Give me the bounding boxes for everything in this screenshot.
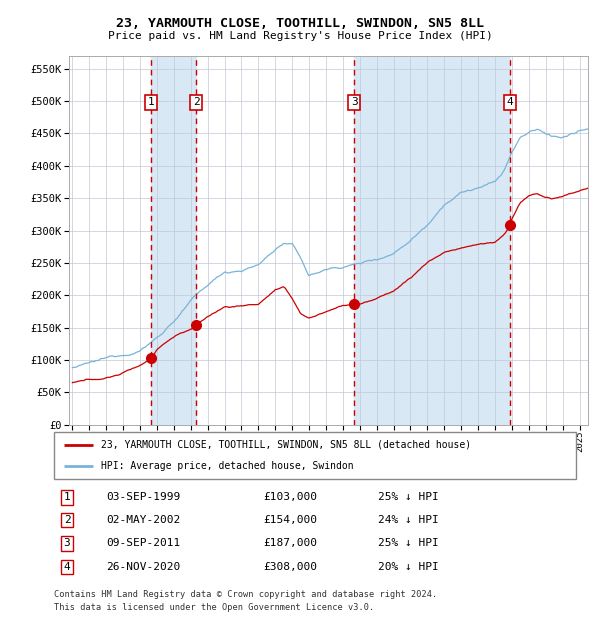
Text: 25% ↓ HPI: 25% ↓ HPI (377, 538, 439, 549)
Text: 4: 4 (64, 562, 70, 572)
Text: £154,000: £154,000 (263, 515, 317, 525)
Text: 23, YARMOUTH CLOSE, TOOTHILL, SWINDON, SN5 8LL (detached house): 23, YARMOUTH CLOSE, TOOTHILL, SWINDON, S… (101, 440, 471, 450)
Text: 26-NOV-2020: 26-NOV-2020 (106, 562, 181, 572)
Bar (151, 56, 196, 425)
Text: Price paid vs. HM Land Registry's House Price Index (HPI): Price paid vs. HM Land Registry's House … (107, 31, 493, 41)
Text: 02-MAY-2002: 02-MAY-2002 (106, 515, 181, 525)
Text: 3: 3 (351, 97, 358, 107)
Text: 4: 4 (507, 97, 514, 107)
Text: 03-SEP-1999: 03-SEP-1999 (106, 492, 181, 502)
Text: Contains HM Land Registry data © Crown copyright and database right 2024.: Contains HM Land Registry data © Crown c… (54, 590, 437, 600)
Text: 1: 1 (148, 97, 155, 107)
Text: This data is licensed under the Open Government Licence v3.0.: This data is licensed under the Open Gov… (54, 603, 374, 612)
Text: £187,000: £187,000 (263, 538, 317, 549)
Text: 2: 2 (193, 97, 200, 107)
Text: 3: 3 (64, 538, 70, 549)
Text: 24% ↓ HPI: 24% ↓ HPI (377, 515, 439, 525)
Text: £103,000: £103,000 (263, 492, 317, 502)
Text: 2: 2 (64, 515, 70, 525)
Text: 09-SEP-2011: 09-SEP-2011 (106, 538, 181, 549)
Text: 25% ↓ HPI: 25% ↓ HPI (377, 492, 439, 502)
Text: 20% ↓ HPI: 20% ↓ HPI (377, 562, 439, 572)
Text: HPI: Average price, detached house, Swindon: HPI: Average price, detached house, Swin… (101, 461, 353, 471)
Text: 23, YARMOUTH CLOSE, TOOTHILL, SWINDON, SN5 8LL: 23, YARMOUTH CLOSE, TOOTHILL, SWINDON, S… (116, 17, 484, 30)
Text: £308,000: £308,000 (263, 562, 317, 572)
Text: 1: 1 (64, 492, 70, 502)
Bar (354, 56, 510, 425)
